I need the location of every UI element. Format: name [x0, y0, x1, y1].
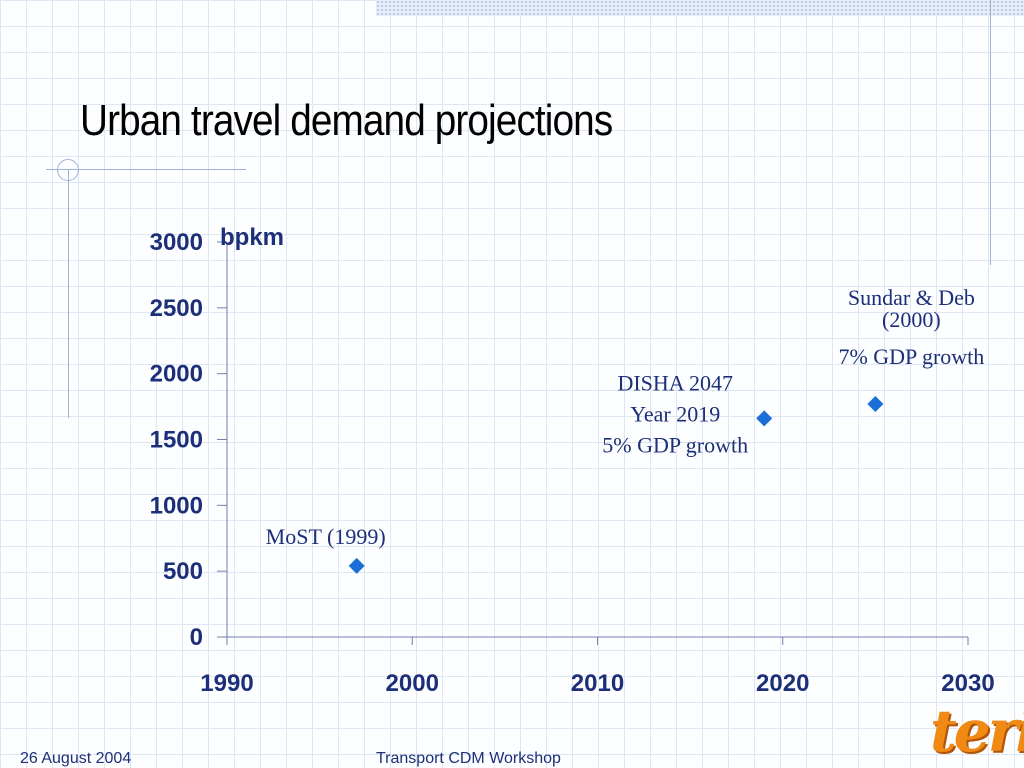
y-tick-label: 500 [163, 558, 203, 585]
x-tick-label: 2000 [386, 670, 439, 697]
decorative-vertical-line-left [68, 170, 69, 418]
data-point-label: Year 2019 [630, 401, 720, 426]
data-point-label: (2000) [882, 307, 941, 332]
y-tick-label: 2000 [150, 361, 203, 388]
decorative-circle [57, 159, 79, 181]
slide-title: Urban travel demand projections [80, 96, 613, 145]
y-axis-label: bpkm [220, 224, 284, 251]
x-tick-label: 2010 [571, 670, 624, 697]
data-point-label: Sundar & Deb [848, 285, 975, 310]
x-tick-label: 1990 [200, 670, 253, 697]
y-tick-label: 2500 [150, 295, 203, 322]
y-tick-label: 0 [190, 624, 203, 651]
teri-logo: teri [930, 697, 1024, 765]
data-point-label: 5% GDP growth [602, 432, 748, 457]
y-tick-label: 1500 [150, 427, 203, 454]
y-tick-label: 1000 [150, 492, 203, 519]
data-point-marker [348, 557, 365, 574]
x-tick-label: 2030 [941, 670, 994, 697]
decorative-vertical-line-right [990, 0, 991, 265]
data-point-label: DISHA 2047 [617, 370, 733, 395]
decorative-horizontal-line [46, 169, 246, 170]
data-point-label: 7% GDP growth [838, 344, 984, 369]
decorative-top-band [376, 0, 1024, 16]
data-point-label: MoST (1999) [266, 524, 386, 549]
data-point-marker [756, 410, 773, 427]
footer-date: 26 August 2004 [20, 750, 132, 767]
footer-event: Transport CDM Workshop [376, 750, 561, 767]
y-tick-label: 3000 [150, 229, 203, 256]
data-point-marker [867, 395, 884, 412]
x-tick-label: 2020 [756, 670, 809, 697]
